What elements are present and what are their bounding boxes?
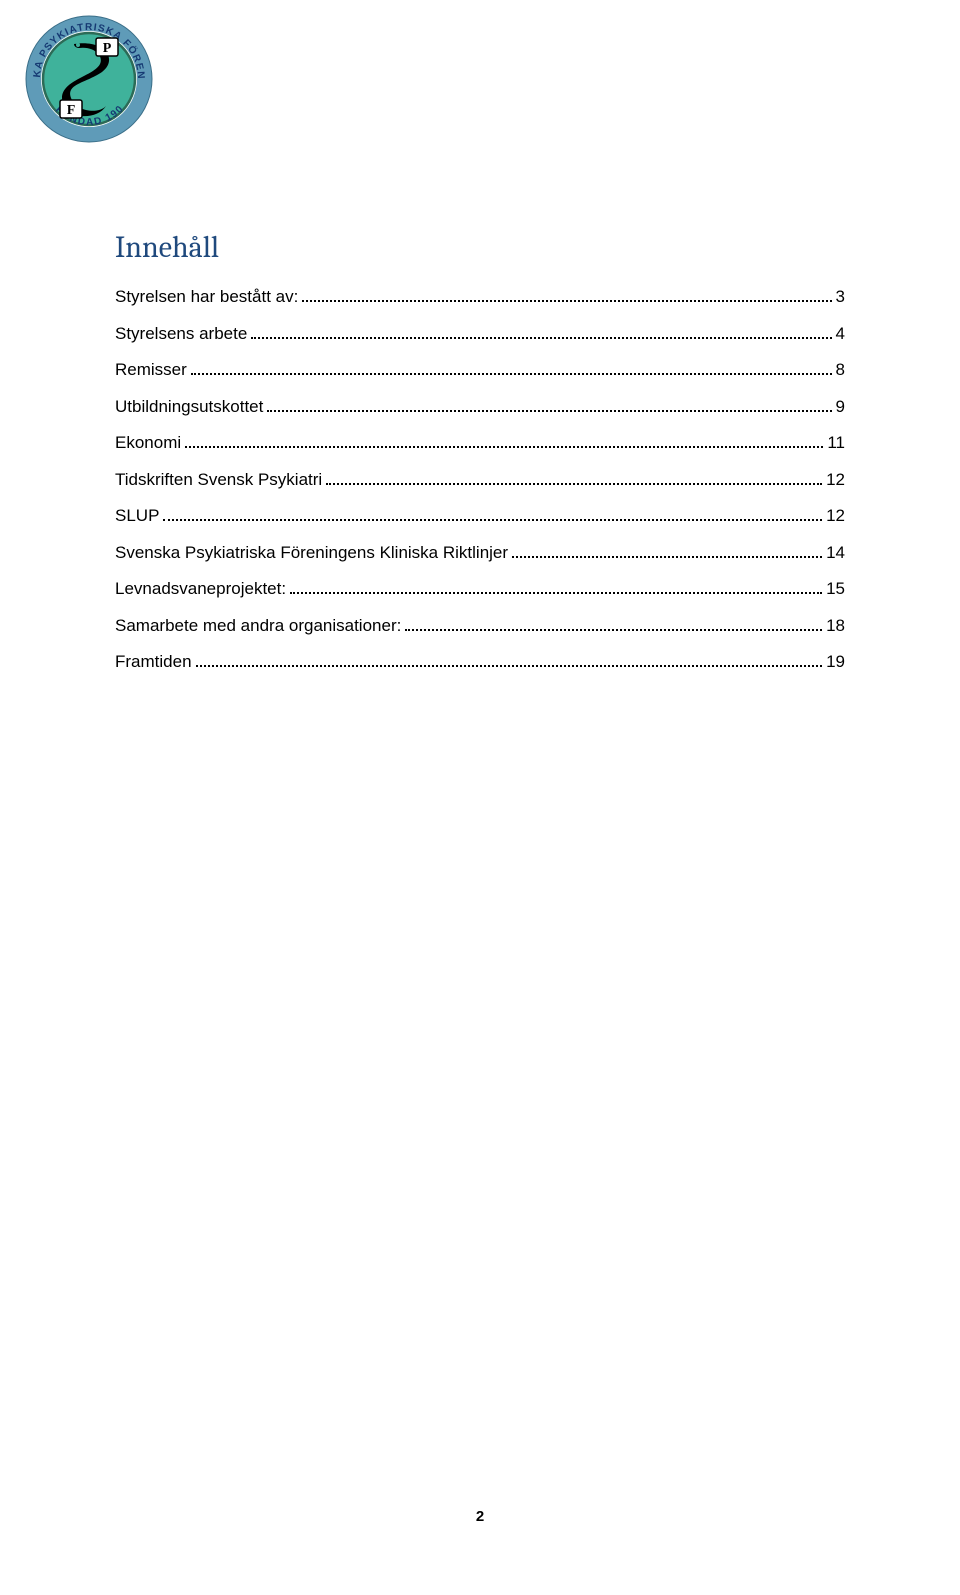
toc-entry-label: Styrelsen har bestått av: [115, 279, 298, 316]
toc-container: Innehåll Styrelsen har bestått av: 3Styr… [115, 230, 845, 681]
toc-entry-page: 11 [827, 425, 845, 462]
toc-leader [267, 395, 831, 412]
toc-entry-page: 19 [826, 644, 845, 681]
toc-entry[interactable]: Remisser 8 [115, 352, 845, 389]
toc-entry-label: Framtiden [115, 644, 192, 681]
toc-entry[interactable]: Framtiden 19 [115, 644, 845, 681]
toc-entry[interactable]: Styrelsens arbete 4 [115, 316, 845, 353]
toc-list: Styrelsen har bestått av: 3Styrelsens ar… [115, 279, 845, 681]
toc-leader [512, 541, 822, 558]
toc-entry-label: Remisser [115, 352, 187, 389]
toc-entry-label: Ekonomi [115, 425, 181, 462]
toc-entry-label: Utbildningsutskottet [115, 389, 263, 426]
toc-entry[interactable]: Svenska Psykiatriska Föreningens Klinisk… [115, 535, 845, 572]
toc-leader [302, 285, 831, 302]
toc-entry-page: 12 [826, 462, 845, 499]
toc-entry-page: 18 [826, 608, 845, 645]
toc-leader [251, 322, 831, 339]
page-number: 2 [0, 1508, 960, 1525]
toc-leader [185, 431, 823, 448]
toc-leader [326, 468, 822, 485]
toc-entry-page: 4 [836, 316, 845, 353]
toc-entry[interactable]: Ekonomi 11 [115, 425, 845, 462]
toc-entry-page: 14 [826, 535, 845, 572]
toc-entry-page: 8 [836, 352, 845, 389]
toc-entry[interactable]: SLUP 12 [115, 498, 845, 535]
toc-entry-page: 9 [836, 389, 845, 426]
toc-entry-label: Svenska Psykiatriska Föreningens Klinisk… [115, 535, 508, 572]
toc-leader [196, 650, 823, 667]
logo-letter-p: P [103, 41, 112, 56]
toc-entry-label: Levnadsvaneprojektet: [115, 571, 286, 608]
toc-entry-label: Styrelsens arbete [115, 316, 247, 353]
toc-leader [191, 358, 832, 375]
toc-entry[interactable]: Styrelsen har bestått av: 3 [115, 279, 845, 316]
toc-entry-label: Samarbete med andra organisationer: [115, 608, 401, 645]
toc-entry-page: 12 [826, 498, 845, 535]
toc-leader [163, 504, 822, 521]
org-logo: SVENSKA PSYKIATRISKA FÖRENINGEN GRUNDAD … [24, 14, 154, 144]
toc-entry[interactable]: Levnadsvaneprojektet: 15 [115, 571, 845, 608]
toc-entry-page: 3 [836, 279, 845, 316]
toc-entry-page: 15 [826, 571, 845, 608]
toc-leader [290, 577, 822, 594]
toc-title: Innehåll [115, 230, 845, 265]
toc-entry-label: Tidskriften Svensk Psykiatri [115, 462, 322, 499]
toc-entry[interactable]: Utbildningsutskottet 9 [115, 389, 845, 426]
logo-letter-f: F [67, 103, 76, 118]
toc-leader [405, 614, 822, 631]
toc-entry-label: SLUP [115, 498, 159, 535]
toc-entry[interactable]: Samarbete med andra organisationer: 18 [115, 608, 845, 645]
toc-entry[interactable]: Tidskriften Svensk Psykiatri 12 [115, 462, 845, 499]
